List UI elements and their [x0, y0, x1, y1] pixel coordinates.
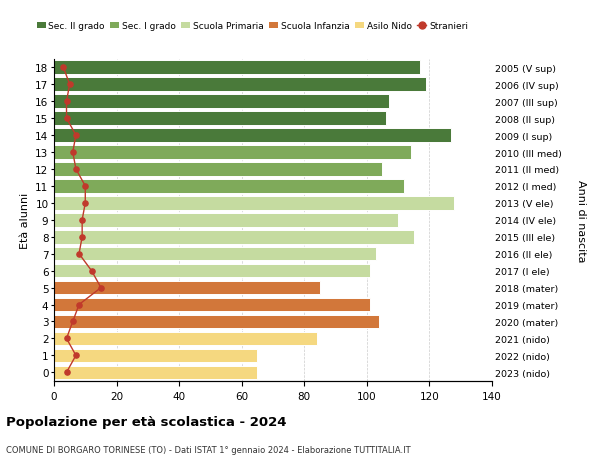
Bar — [54, 281, 320, 295]
Point — [62, 98, 71, 106]
Legend: Sec. II grado, Sec. I grado, Scuola Primaria, Scuola Infanzia, Asilo Nido, Stran: Sec. II grado, Sec. I grado, Scuola Prim… — [37, 22, 468, 31]
Bar — [54, 315, 379, 329]
Point — [68, 318, 77, 325]
Text: Popolazione per età scolastica - 2024: Popolazione per età scolastica - 2024 — [6, 415, 287, 428]
Point — [59, 64, 68, 72]
Text: COMUNE DI BORGARO TORINESE (TO) - Dati ISTAT 1° gennaio 2024 - Elaborazione TUTT: COMUNE DI BORGARO TORINESE (TO) - Dati I… — [6, 445, 410, 454]
Bar — [54, 112, 386, 126]
Point — [62, 115, 71, 123]
Bar — [54, 129, 451, 143]
Point — [68, 149, 77, 157]
Bar — [54, 349, 257, 362]
Bar — [54, 78, 426, 92]
Point — [77, 234, 87, 241]
Y-axis label: Anni di nascita: Anni di nascita — [575, 179, 586, 262]
Point — [74, 301, 84, 308]
Point — [87, 268, 97, 275]
Bar — [54, 247, 376, 261]
Bar — [54, 95, 389, 109]
Point — [80, 200, 90, 207]
Bar — [54, 163, 383, 176]
Point — [74, 251, 84, 258]
Bar — [54, 213, 398, 227]
Point — [65, 81, 74, 89]
Bar — [54, 264, 370, 278]
Point — [71, 132, 81, 140]
Point — [71, 352, 81, 359]
Bar — [54, 180, 404, 193]
Point — [62, 369, 71, 376]
Bar — [54, 196, 454, 210]
Point — [71, 166, 81, 173]
Bar — [54, 146, 410, 159]
Bar — [54, 332, 317, 346]
Y-axis label: Età alunni: Età alunni — [20, 192, 29, 248]
Bar — [54, 62, 420, 75]
Point — [62, 335, 71, 342]
Bar — [54, 298, 370, 312]
Point — [96, 284, 106, 291]
Bar — [54, 366, 257, 379]
Point — [77, 217, 87, 224]
Point — [80, 183, 90, 190]
Bar — [54, 230, 414, 244]
